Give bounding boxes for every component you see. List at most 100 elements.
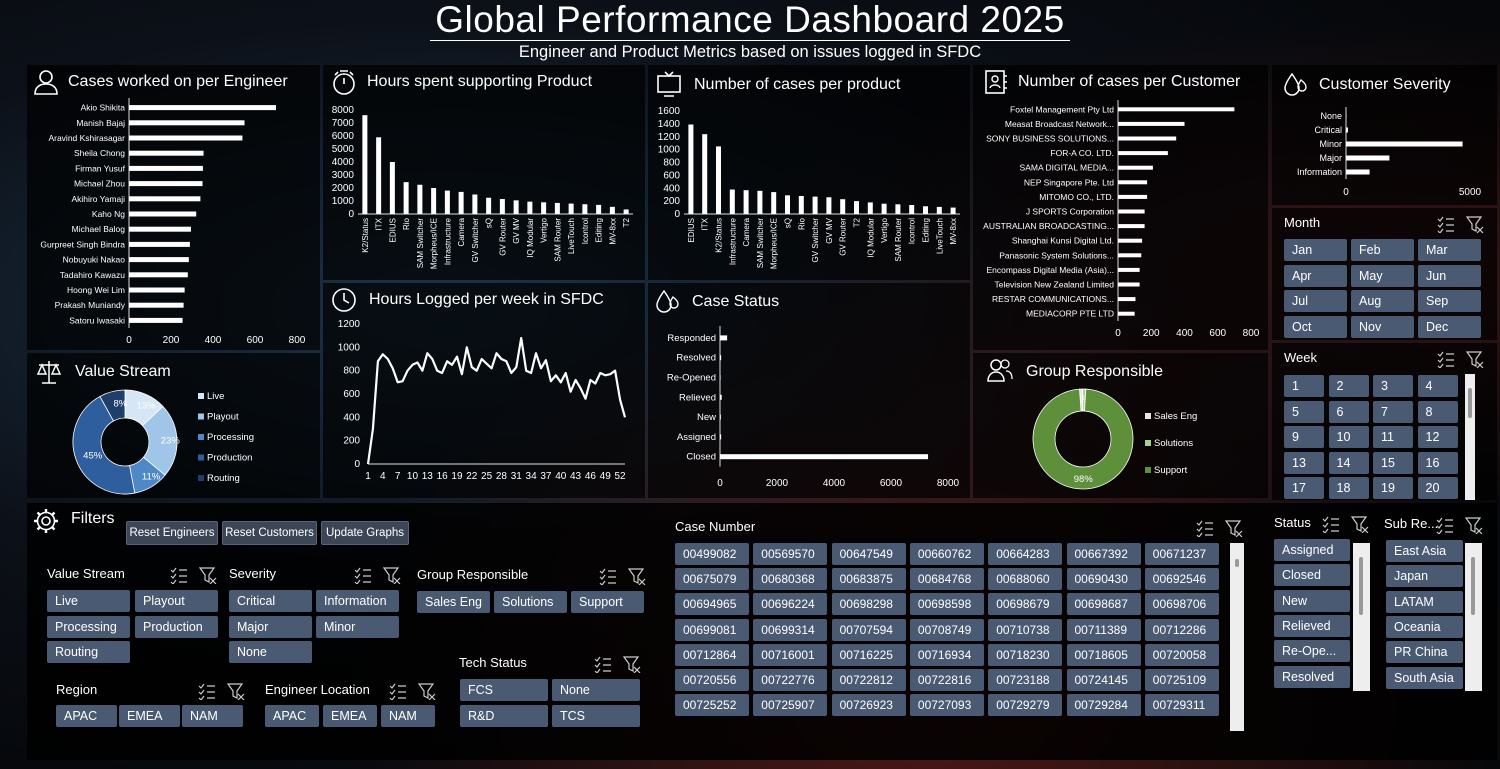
week-option[interactable]: 14 <box>1328 451 1369 474</box>
case-number-option[interactable]: 00722776 <box>753 669 828 691</box>
week-option[interactable]: 2 <box>1328 375 1369 397</box>
week-option[interactable]: 13 <box>1284 451 1324 474</box>
week-option[interactable]: 5 <box>1284 400 1324 423</box>
case-number-option[interactable]: 00707594 <box>831 618 906 641</box>
value-stream-option[interactable]: Playout <box>135 590 218 612</box>
case-number-option[interactable]: 00729279 <box>988 694 1063 717</box>
update-graphs-button[interactable]: Update Graphs <box>321 521 409 545</box>
case-number-option[interactable]: 00647549 <box>831 543 906 565</box>
week-option[interactable]: 9 <box>1284 426 1324 448</box>
case-number-option[interactable]: 00725907 <box>753 694 828 717</box>
month-option[interactable]: May <box>1351 264 1414 287</box>
case-number-option[interactable]: 00725252 <box>675 694 749 717</box>
case-number-option[interactable]: 00712864 <box>675 643 749 666</box>
case-number-option[interactable]: 00722812 <box>831 669 906 691</box>
week-option[interactable]: 19 <box>1373 477 1413 499</box>
value-stream-option[interactable]: Processing <box>47 615 130 638</box>
multi-select-icon[interactable] <box>1322 515 1370 533</box>
multi-select-icon[interactable] <box>198 682 246 700</box>
case-number-option[interactable]: 00683875 <box>831 568 906 591</box>
case-number-option[interactable]: 00698706 <box>1144 593 1219 616</box>
reset-customers-button[interactable]: Reset Customers <box>222 521 317 545</box>
sub-region-option[interactable]: PR China <box>1386 641 1463 664</box>
case-number-option[interactable]: 00698687 <box>1066 593 1141 616</box>
case-number-option[interactable]: 00710738 <box>988 618 1063 641</box>
severity-option[interactable]: Information <box>316 590 399 612</box>
month-option[interactable]: Jan <box>1284 239 1347 261</box>
case-number-option[interactable]: 00499082 <box>675 543 749 565</box>
case-number-option[interactable]: 00708749 <box>909 618 984 641</box>
case-number-option[interactable]: 00692546 <box>1144 568 1219 591</box>
case-number-option[interactable]: 00688060 <box>988 568 1063 591</box>
case-number-option[interactable]: 00725109 <box>1144 669 1219 691</box>
week-option[interactable]: 4 <box>1417 375 1458 397</box>
severity-option[interactable]: Minor <box>316 615 399 638</box>
case-number-option[interactable]: 00675079 <box>675 568 749 591</box>
value-stream-option[interactable]: Production <box>135 615 218 638</box>
case-number-option[interactable]: 00680368 <box>753 568 828 591</box>
case-number-option[interactable]: 00716001 <box>753 643 828 666</box>
case-number-option[interactable]: 00722816 <box>909 669 984 691</box>
case-number-option[interactable]: 00718605 <box>1066 643 1141 666</box>
case-number-option[interactable]: 00699081 <box>675 618 749 641</box>
case-number-option[interactable]: 00667392 <box>1066 543 1141 565</box>
multi-select-icon[interactable] <box>594 655 642 673</box>
month-option[interactable]: Feb <box>1351 239 1414 261</box>
region-option[interactable]: NAM <box>182 705 243 727</box>
case-number-option[interactable]: 00726923 <box>831 694 906 717</box>
week-option[interactable]: 1 <box>1284 375 1324 397</box>
sub-region-option[interactable]: Japan <box>1386 565 1463 588</box>
case-number-option[interactable]: 00718230 <box>988 643 1063 666</box>
month-option[interactable]: Jul <box>1284 290 1347 313</box>
week-option[interactable]: 11 <box>1373 426 1413 448</box>
week-scrollbar[interactable] <box>1465 374 1475 500</box>
case-number-option[interactable]: 00698298 <box>831 593 906 616</box>
engineer-location-option[interactable]: APAC <box>265 705 319 727</box>
tech-status-option[interactable]: TCS <box>552 704 640 727</box>
month-option[interactable]: Oct <box>1284 316 1347 339</box>
value-stream-option[interactable]: Live <box>47 590 130 612</box>
week-option[interactable]: 7 <box>1373 400 1413 423</box>
case-number-option[interactable]: 00727093 <box>909 694 984 717</box>
case-number-option[interactable]: 00729311 <box>1144 694 1219 717</box>
month-option[interactable]: Sep <box>1418 290 1481 313</box>
severity-option[interactable]: Major <box>229 615 312 638</box>
case-number-option[interactable]: 00660762 <box>909 543 984 565</box>
week-option[interactable]: 12 <box>1417 426 1458 448</box>
week-option[interactable]: 20 <box>1417 477 1458 499</box>
case-number-option[interactable]: 00716225 <box>831 643 906 666</box>
case-number-option[interactable]: 00724145 <box>1066 669 1141 691</box>
sub-region-option[interactable]: East Asia <box>1386 540 1463 562</box>
case-number-option[interactable]: 00712286 <box>1144 618 1219 641</box>
multi-select-icon[interactable] <box>389 682 437 700</box>
severity-option[interactable]: Critical <box>229 590 312 612</box>
group-option[interactable]: Sales Eng <box>417 591 490 613</box>
sub-region-option[interactable]: South Asia <box>1386 666 1463 689</box>
multi-select-icon[interactable] <box>1196 519 1244 537</box>
status-option[interactable]: Resolved <box>1274 665 1350 688</box>
case-number-option[interactable]: 00729284 <box>1066 694 1141 717</box>
multi-select-icon[interactable] <box>1437 350 1485 368</box>
week-option[interactable]: 15 <box>1373 451 1413 474</box>
week-option[interactable]: 10 <box>1328 426 1369 448</box>
case-number-option[interactable]: 00569570 <box>753 543 828 565</box>
status-option[interactable]: Re-Ope... <box>1274 640 1350 663</box>
engineer-location-option[interactable]: NAM <box>381 705 435 727</box>
case-number-option[interactable]: 00723188 <box>988 669 1063 691</box>
case-number-option[interactable]: 00699314 <box>753 618 828 641</box>
case-number-option[interactable]: 00698598 <box>909 593 984 616</box>
sub-region-scrollbar[interactable] <box>1465 543 1482 691</box>
week-option[interactable]: 17 <box>1284 477 1324 499</box>
case-number-option[interactable]: 00671237 <box>1144 543 1219 565</box>
tech-status-option[interactable]: R&D <box>460 704 548 727</box>
case-number-option[interactable]: 00711389 <box>1066 618 1141 641</box>
status-option[interactable]: Closed <box>1274 564 1350 587</box>
multi-select-icon[interactable] <box>1437 215 1485 233</box>
multi-select-icon[interactable] <box>354 566 402 584</box>
tech-status-option[interactable]: None <box>552 679 640 701</box>
region-option[interactable]: APAC <box>56 705 117 727</box>
region-option[interactable]: EMEA <box>119 705 180 727</box>
week-option[interactable]: 8 <box>1417 400 1458 423</box>
status-option[interactable]: Assigned <box>1274 539 1350 561</box>
status-option[interactable]: Relieved <box>1274 614 1350 637</box>
